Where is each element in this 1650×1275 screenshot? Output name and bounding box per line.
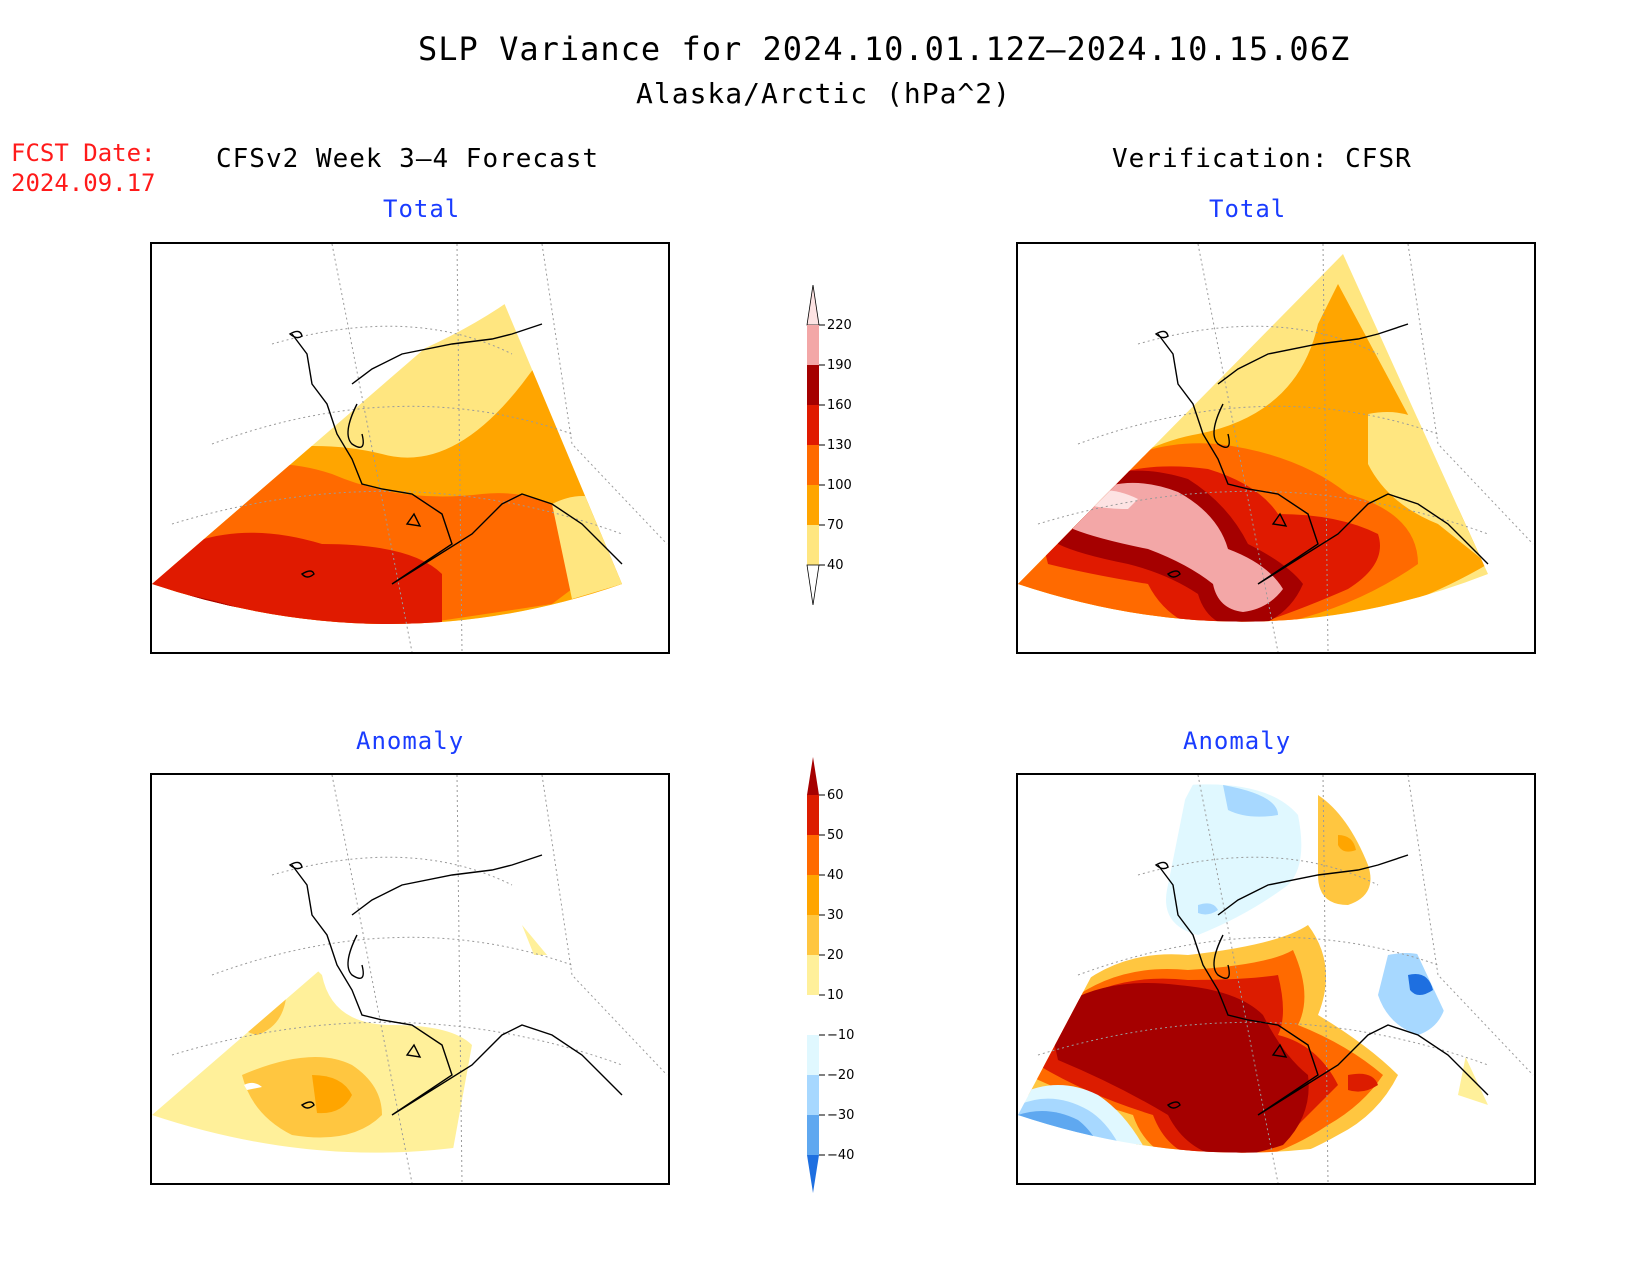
colorbar-total-tick-label: 40 bbox=[827, 558, 844, 573]
colorbar-anomaly-tick-label: 20 bbox=[827, 948, 844, 963]
colorbar-anomaly-swatch bbox=[807, 1075, 819, 1115]
fcst-date-block: FCST Date: 2024.09.17 bbox=[11, 138, 156, 198]
colorbar-anomaly-tick-label: −20 bbox=[827, 1068, 854, 1083]
colorbar-anomaly-tick-label: −40 bbox=[827, 1148, 854, 1163]
colorbar-anomaly-tip-bottom bbox=[807, 1155, 819, 1193]
colorbar-total-swatch bbox=[807, 525, 819, 565]
colorbar-total-swatch bbox=[807, 485, 819, 525]
panel-label-bottom-right: Anomaly bbox=[1183, 727, 1292, 755]
colorbar-total-swatch bbox=[807, 445, 819, 485]
colorbar-anomaly-swatch bbox=[807, 795, 819, 835]
colorbar-anomaly-tick-label: −10 bbox=[827, 1028, 854, 1043]
colorbar-anomaly-tick-label: −30 bbox=[827, 1108, 854, 1123]
colorbar-anomaly-tip-top bbox=[807, 757, 819, 795]
colorbar-anomaly-tick-label: 60 bbox=[827, 788, 844, 803]
colorbar-anomaly-swatch bbox=[807, 1035, 819, 1075]
colorbar-anomaly-swatch bbox=[807, 915, 819, 955]
colorbar-anomaly-tick-label: 30 bbox=[827, 908, 844, 923]
colorbar-total-swatch bbox=[807, 325, 819, 365]
map-forecast-anomaly bbox=[150, 773, 670, 1185]
map-verification-anomaly bbox=[1016, 773, 1536, 1185]
figure-subtitle: Alaska/Arctic (hPa^2) bbox=[636, 77, 1012, 110]
colorbar-anomaly-tick-label: 50 bbox=[827, 828, 844, 843]
map-forecast-total bbox=[150, 242, 670, 654]
colorbar-anomaly-tick-label: 10 bbox=[827, 988, 844, 1003]
colorbar-total-swatch bbox=[807, 405, 819, 445]
colorbar-total-tick-label: 130 bbox=[827, 438, 852, 453]
panel-label-top-right: Total bbox=[1209, 195, 1287, 223]
fcst-date-value: 2024.09.17 bbox=[11, 169, 156, 197]
panel-label-bottom-left: Anomaly bbox=[356, 727, 465, 755]
left-column-heading: CFSv2 Week 3–4 Forecast bbox=[216, 144, 600, 174]
colorbar-anomaly-swatch bbox=[807, 835, 819, 875]
colorbar-total-tick-label: 160 bbox=[827, 398, 852, 413]
colorbar-total-svg: 220 190 160 130 100 70 40 bbox=[806, 284, 852, 606]
colorbar-total-tick-label: 190 bbox=[827, 358, 852, 373]
colorbar-anomaly: 60 50 40 30 20 10 −10 −20 −30 −40 bbox=[780, 755, 860, 1205]
fcst-date-label: FCST Date: bbox=[11, 139, 156, 167]
colorbar-anomaly-swatch bbox=[807, 995, 819, 1035]
map-verification-total bbox=[1016, 242, 1536, 654]
colorbar-total-tip-bottom bbox=[806, 564, 820, 606]
colorbar-anomaly-swatch bbox=[807, 875, 819, 915]
colorbar-anomaly-tick-label: 40 bbox=[827, 868, 844, 883]
colorbar-total: 220 190 160 130 100 70 40 bbox=[780, 284, 860, 615]
colorbar-anomaly-swatch bbox=[807, 955, 819, 995]
colorbar-total-tick-label: 220 bbox=[827, 318, 852, 333]
right-column-heading: Verification: CFSR bbox=[1112, 144, 1412, 174]
colorbar-anomaly-svg: 60 50 40 30 20 10 −10 −20 −30 −40 bbox=[807, 757, 854, 1193]
figure-title: SLP Variance for 2024.10.01.12Z–2024.10.… bbox=[418, 30, 1351, 68]
colorbar-total-swatch bbox=[807, 365, 819, 405]
panel-label-top-left: Total bbox=[383, 195, 461, 223]
colorbar-total-tick-label: 100 bbox=[827, 478, 852, 493]
colorbar-anomaly-swatch bbox=[807, 1115, 819, 1155]
colorbar-total-tick-label: 70 bbox=[827, 518, 844, 533]
colorbar-total-tip-top bbox=[806, 284, 820, 326]
